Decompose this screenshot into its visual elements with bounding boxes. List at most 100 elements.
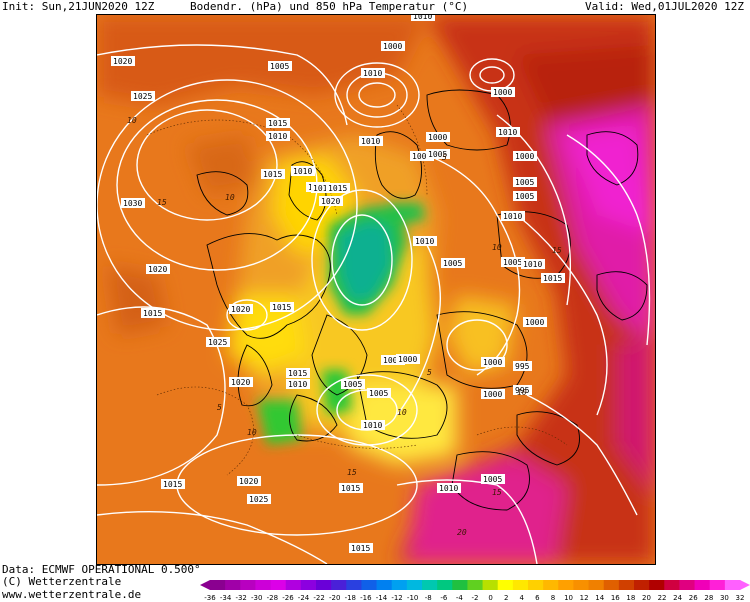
isobar-label: 1000: [426, 132, 450, 142]
isotherm-label: 5: [217, 403, 222, 412]
svg-text:1025: 1025: [208, 338, 227, 347]
svg-text:1005: 1005: [270, 62, 289, 71]
isobar-label: 1015: [311, 183, 335, 193]
colorbar-tick-label: -10: [407, 594, 418, 602]
isobar-label: 1020: [146, 264, 170, 274]
colorbar-swatch: [558, 580, 574, 590]
svg-text:1020: 1020: [321, 197, 340, 206]
chart-title: Bodendr. (hPa) und 850 hPa Temperatur (°…: [190, 0, 469, 13]
isobar-label: 995: [513, 385, 532, 395]
colorbar-swatch: [618, 580, 635, 590]
svg-text:1010: 1010: [288, 380, 307, 389]
colorbar-tick-label: -12: [391, 594, 402, 602]
svg-text:1005: 1005: [483, 475, 502, 484]
colorbar-tick-label: -18: [345, 594, 356, 602]
isobar-label: 1025: [247, 494, 271, 504]
colorbar-tick-label: -2: [472, 594, 479, 602]
colorbar-swatch: [361, 580, 378, 590]
colorbar-swatch: [300, 580, 317, 590]
svg-text:1015: 1015: [143, 309, 162, 318]
isobar-label: 1015: [349, 543, 373, 553]
isotherms: [146, 104, 568, 476]
colorbar-tick-label: -22: [313, 594, 324, 602]
svg-text:1005: 1005: [428, 150, 447, 159]
colorbar-swatch: [543, 580, 559, 590]
svg-text:1005: 1005: [343, 380, 362, 389]
isobar-label: 1030: [121, 198, 145, 208]
svg-text:1010: 1010: [523, 260, 542, 269]
isotherm-label: 20: [457, 528, 467, 537]
svg-text:1015: 1015: [543, 274, 562, 283]
svg-text:1000: 1000: [515, 152, 534, 161]
isobar-label: 1015: [286, 368, 310, 378]
isobar-labels: 1010101510201025103010051000101010151010…: [111, 15, 565, 553]
colorbar-swatch: [573, 580, 590, 590]
isobar-label: 1005: [341, 379, 365, 389]
colorbar-tick-label: -4: [456, 594, 464, 602]
isotherm-label: 10: [225, 193, 235, 202]
isobar-label: 1005: [426, 149, 450, 159]
isobar-label: 1005: [410, 151, 434, 161]
colorbar-swatch: [240, 580, 256, 590]
svg-text:1000: 1000: [525, 318, 544, 327]
isobar-label: 1025: [131, 91, 155, 101]
colorbar-tick-label: -20: [329, 594, 340, 602]
svg-text:1000: 1000: [483, 358, 502, 367]
isobar-label: 1020: [237, 476, 261, 486]
isobar-label: 1010: [361, 68, 385, 78]
colorbar-right-arrow: [740, 580, 750, 590]
svg-text:1000: 1000: [383, 356, 402, 365]
colorbar-tick-label: -6: [440, 594, 448, 602]
colorbar-tick-label: 24: [673, 594, 682, 602]
svg-text:1000: 1000: [398, 355, 417, 364]
colorbar-swatch: [649, 580, 665, 590]
colorbar-swatch: [331, 580, 347, 590]
isobar-label: 1005: [268, 61, 292, 71]
colorbar-tick-label: 26: [689, 594, 698, 602]
svg-text:1005: 1005: [515, 178, 534, 187]
colorbar-swatch: [497, 580, 514, 590]
colorbar-swatch: [664, 580, 680, 590]
colorbar-tick-label: 10: [564, 594, 573, 602]
isotherm-label: 10: [492, 243, 502, 252]
isobar-label: 1000: [523, 317, 547, 327]
colorbar-swatch: [391, 580, 408, 590]
colorbar-swatch: [724, 580, 741, 590]
colorbar-swatch: [694, 580, 711, 590]
isotherm-label: 10: [397, 408, 407, 417]
isobar-label: 1000: [381, 355, 405, 365]
colorbar-tick-label: -8: [425, 594, 432, 602]
svg-text:1025: 1025: [133, 92, 152, 101]
colorbar-tick-label: 4: [520, 594, 525, 602]
isobar-label: 1010: [286, 379, 310, 389]
svg-text:1005: 1005: [503, 258, 522, 267]
isobar-label: 1010: [266, 131, 290, 141]
isobar-label: 1005: [513, 191, 537, 201]
weather-map: 1010101510201025103010051000101010151010…: [96, 14, 656, 565]
colorbar-swatch: [255, 580, 272, 590]
svg-text:1005: 1005: [369, 389, 388, 398]
isobar-label: 1000: [481, 357, 505, 367]
colorbar-swatch: [270, 580, 287, 590]
svg-text:1020: 1020: [231, 378, 250, 387]
isobar-label: 1010: [359, 136, 383, 146]
isobar-label: 1010: [361, 420, 385, 430]
colorbar-tick-label: 28: [704, 594, 713, 602]
svg-text:1020: 1020: [148, 265, 167, 274]
svg-text:1000: 1000: [483, 390, 502, 399]
svg-text:1010: 1010: [268, 132, 287, 141]
colorbar-swatch: [452, 580, 468, 590]
isobar-label: 1015: [326, 183, 350, 193]
isotherm-label: 15: [492, 488, 502, 497]
svg-text:1030: 1030: [123, 199, 142, 208]
isobar-label: 1025: [206, 337, 230, 347]
data-source: Data: ECMWF OPERATIONAL 0.500°: [2, 563, 201, 576]
isotherm-label: 5: [427, 368, 432, 377]
colorbar-tick-label: -32: [235, 594, 246, 602]
isobar-label: 1015: [339, 483, 363, 493]
svg-text:1010: 1010: [361, 137, 380, 146]
colorbar-swatch: [316, 580, 332, 590]
isobar-label: 1000: [481, 389, 505, 399]
website[interactable]: www.wetterzentrale.de: [2, 588, 142, 601]
isobar-label: 1005: [501, 257, 525, 267]
